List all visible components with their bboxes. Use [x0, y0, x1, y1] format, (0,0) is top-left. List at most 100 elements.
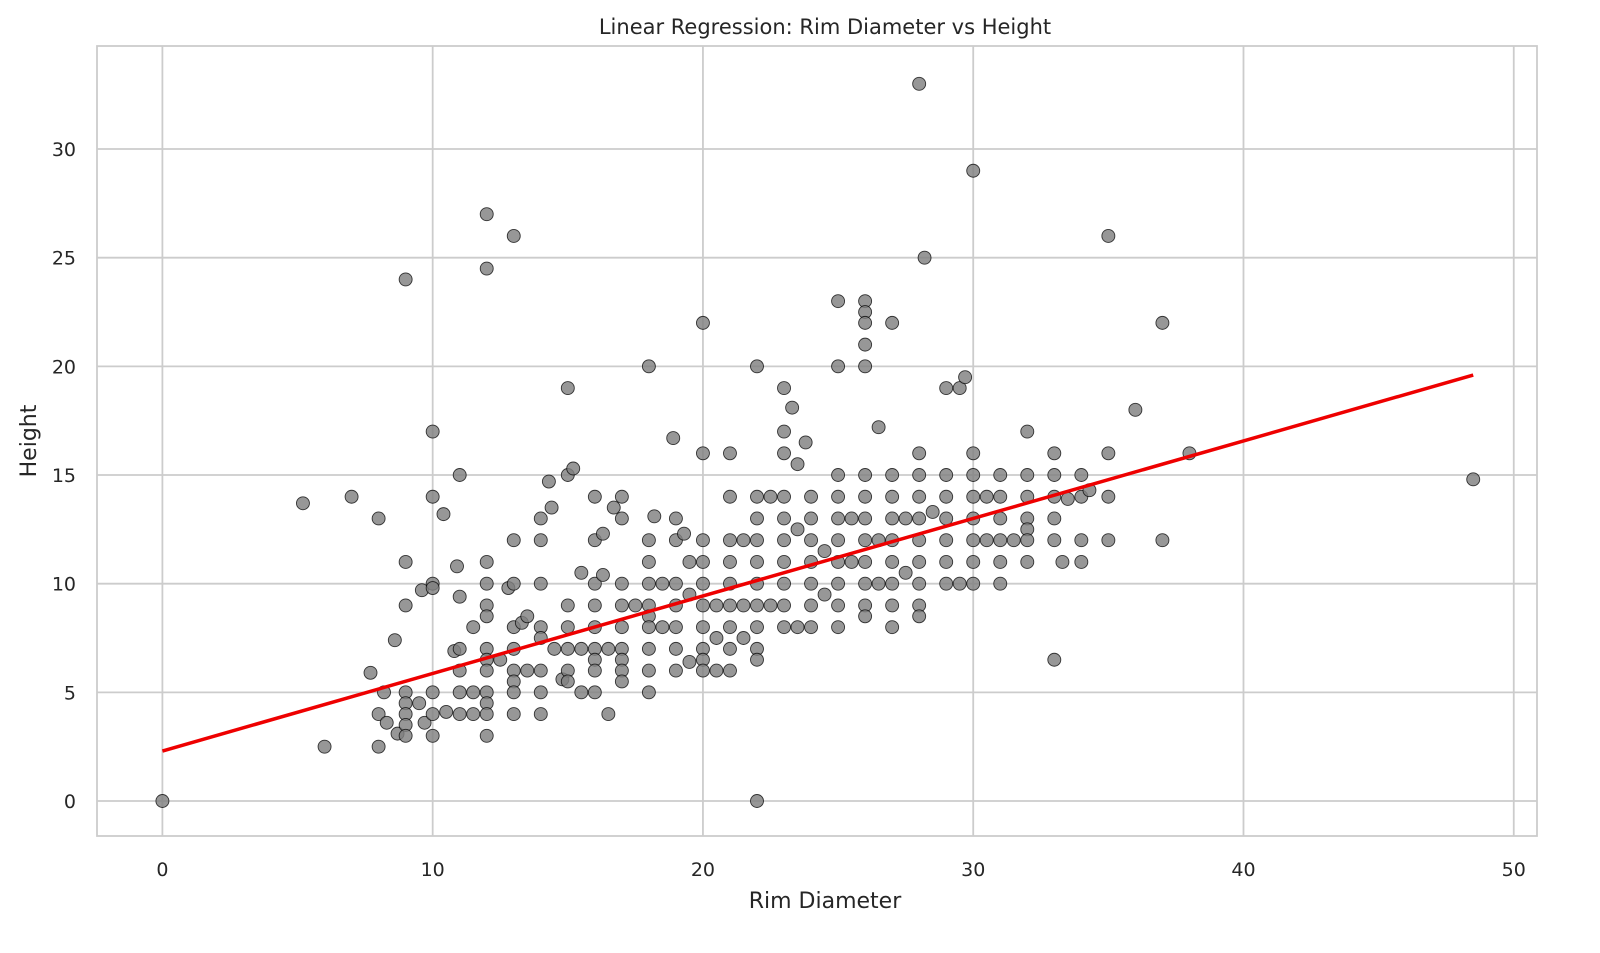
data-point: [939, 489, 954, 504]
data-point: [668, 576, 683, 591]
data-point: [1047, 533, 1062, 548]
data-point: [1074, 468, 1089, 482]
data-point: [1047, 446, 1062, 461]
data-point: [666, 431, 681, 446]
data-point: [1055, 554, 1070, 569]
data-point: [966, 468, 981, 482]
data-point: [777, 424, 791, 439]
data-point: [668, 663, 683, 678]
data-point: [917, 250, 932, 265]
data-point: [466, 620, 481, 635]
data-point: [939, 468, 954, 482]
data-point: [736, 631, 751, 645]
data-point: [466, 707, 481, 722]
data-point: [831, 294, 846, 309]
data-point: [641, 533, 656, 548]
data-point: [544, 500, 559, 515]
grid: [97, 46, 1537, 836]
data-point: [520, 609, 535, 624]
data-point: [831, 533, 846, 548]
y-tick-label: 15: [52, 465, 76, 487]
data-point: [425, 707, 440, 722]
data-point: [785, 400, 800, 415]
data-point: [790, 522, 805, 537]
data-point: [560, 641, 575, 656]
data-point: [606, 500, 621, 515]
data-point: [417, 715, 432, 730]
data-point: [479, 261, 494, 276]
data-point: [993, 489, 1008, 504]
data-point: [436, 507, 451, 522]
data-point: [533, 533, 548, 548]
data-point: [155, 794, 170, 808]
data-point: [533, 663, 548, 678]
data-point: [993, 576, 1008, 591]
data-point: [506, 685, 521, 700]
data-point: [790, 620, 805, 635]
data-point: [858, 489, 873, 504]
data-point: [398, 598, 413, 613]
data-point: [750, 489, 764, 504]
data-point: [966, 489, 981, 504]
data-point: [966, 554, 981, 569]
data-point: [595, 568, 610, 582]
data-point: [885, 468, 900, 482]
data-point: [533, 576, 548, 591]
data-point: [614, 620, 629, 635]
data-point: [363, 665, 378, 680]
data-point: [566, 461, 581, 476]
data-point: [777, 446, 791, 461]
data-point: [533, 685, 548, 700]
data-point: [858, 511, 873, 526]
data-point: [533, 707, 548, 722]
data-point: [1155, 533, 1170, 548]
data-point: [952, 576, 967, 591]
data-point: [452, 641, 467, 656]
data-point: [912, 576, 927, 591]
data-point: [804, 620, 819, 635]
data-point: [858, 609, 873, 624]
data-point: [858, 337, 873, 352]
data-point: [912, 468, 927, 482]
data-point: [601, 641, 616, 656]
data-point: [966, 576, 981, 591]
data-point: [885, 511, 900, 526]
data-point: [723, 641, 737, 656]
data-point: [641, 576, 656, 591]
data-point: [587, 489, 602, 504]
data-point: [912, 489, 927, 504]
data-point: [641, 359, 656, 374]
data-point: [1155, 315, 1170, 330]
data-point: [858, 554, 873, 569]
data-point: [777, 489, 791, 504]
data-point: [1101, 533, 1116, 548]
data-point: [777, 620, 791, 635]
data-point: [831, 620, 846, 635]
data-point: [912, 76, 927, 91]
data-point: [614, 674, 629, 689]
data-point: [1101, 489, 1116, 504]
data-point: [939, 576, 954, 591]
plot-frame: [96, 45, 1538, 837]
data-point: [587, 576, 602, 591]
data-point: [412, 696, 427, 711]
data-point: [452, 685, 467, 700]
data-point: [371, 707, 386, 722]
data-point: [831, 489, 846, 504]
data-point: [371, 511, 386, 526]
data-point: [668, 620, 683, 635]
data-point: [777, 598, 791, 613]
data-point: [804, 533, 819, 548]
data-point: [641, 620, 656, 635]
data-point: [939, 533, 954, 548]
data-point: [614, 511, 629, 526]
data-point: [506, 707, 521, 722]
data-point: [798, 435, 813, 450]
data-point: [614, 576, 629, 591]
data-point: [1101, 446, 1116, 461]
data-point: [831, 359, 846, 374]
data-point: [885, 489, 900, 504]
data-point: [695, 446, 710, 461]
data-point: [641, 641, 656, 656]
